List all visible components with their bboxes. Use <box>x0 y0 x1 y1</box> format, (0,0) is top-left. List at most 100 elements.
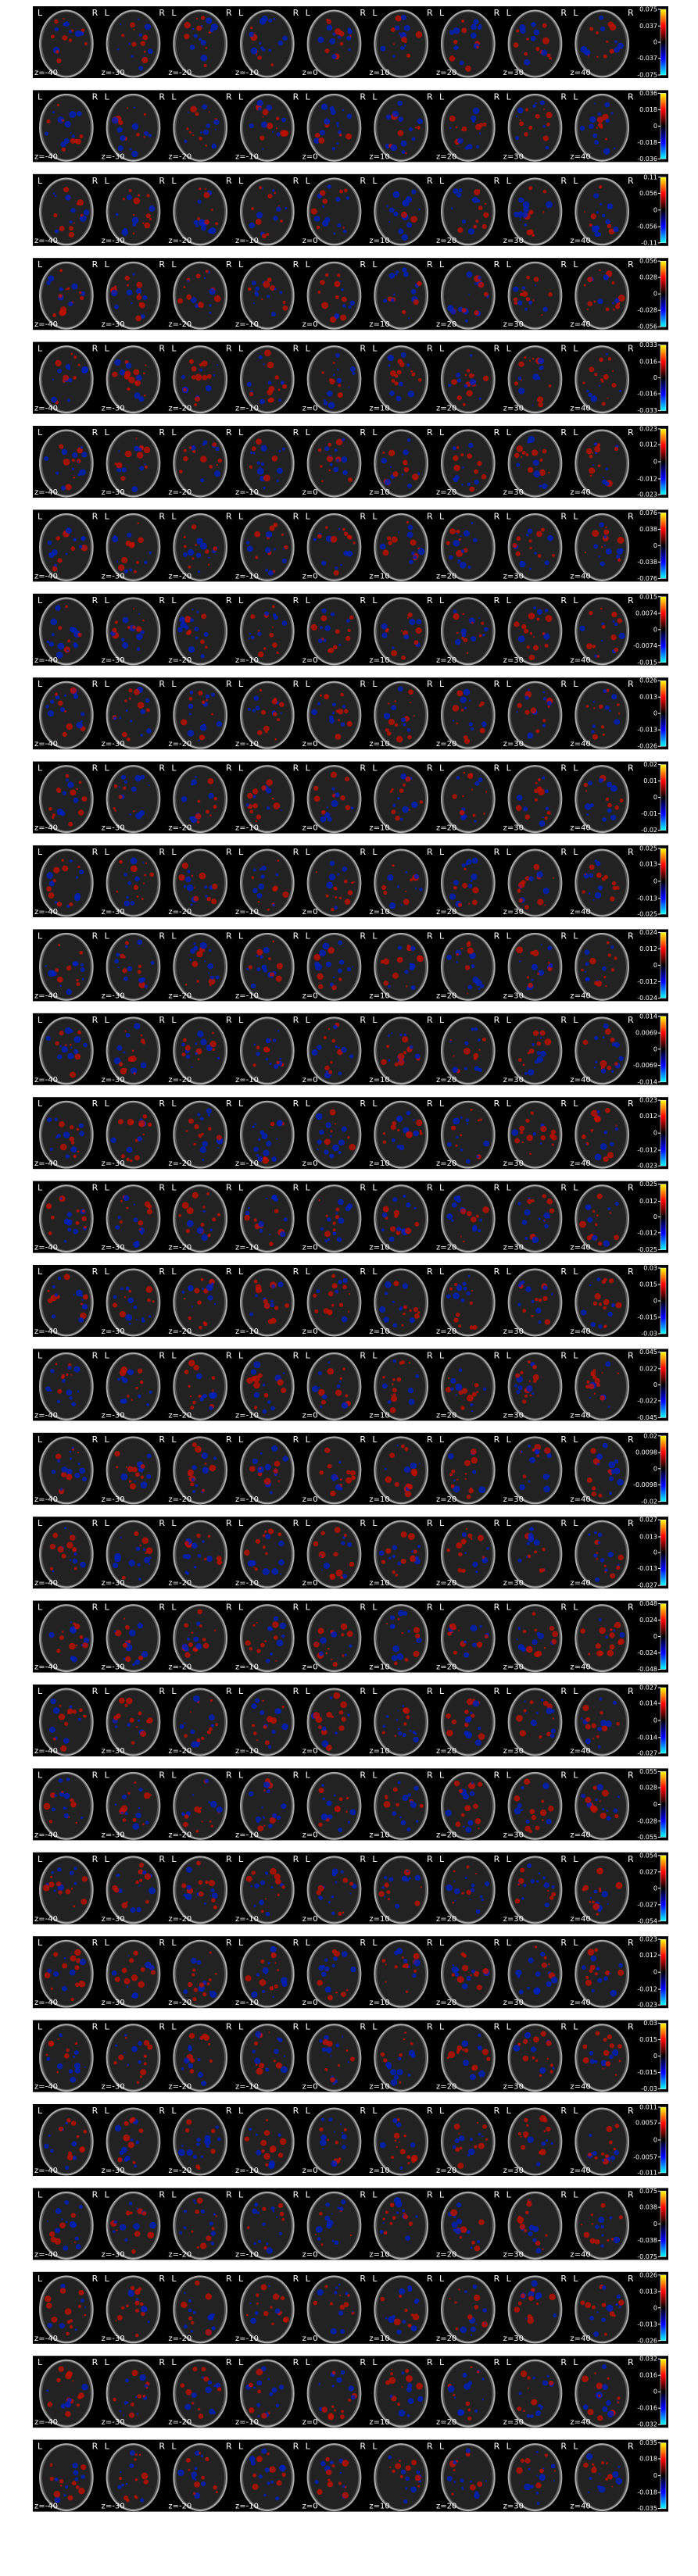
activation-blob <box>333 232 336 235</box>
activation-blob <box>77 1150 80 1152</box>
activation-blob <box>77 865 81 869</box>
activation-blob <box>314 132 320 138</box>
activation-blob <box>457 1568 463 1573</box>
side-label-left: L <box>372 1350 378 1360</box>
activation-blob <box>135 1726 138 1728</box>
colorbar-tick-label: -0.048 <box>637 1666 657 1673</box>
colorbar-tick-label: 0.037 <box>639 23 657 30</box>
activation-blob <box>514 1795 521 1802</box>
activation-blob <box>114 359 121 366</box>
activation-blob <box>263 280 270 288</box>
activation-blob <box>470 727 474 731</box>
brain-slice <box>578 1354 627 1418</box>
activation-blob <box>145 465 148 469</box>
activation-blob <box>518 197 524 203</box>
activation-blob <box>122 641 129 649</box>
activation-blob <box>582 1704 589 1712</box>
activation-blob <box>410 539 417 546</box>
side-label-right: R <box>628 1015 634 1025</box>
side-label-right: R <box>427 427 433 438</box>
activation-blob <box>256 966 261 972</box>
activation-blob <box>207 1295 213 1301</box>
slice-label: z=40 <box>570 656 590 665</box>
activation-blob <box>410 1462 417 1470</box>
activation-blob <box>73 1294 75 1296</box>
activation-blob <box>257 1373 263 1378</box>
activation-blob <box>134 1781 137 1784</box>
activation-blob <box>189 958 192 961</box>
activation-blob <box>266 1141 272 1147</box>
activation-blob <box>190 1482 195 1487</box>
activation-blob <box>329 1135 332 1138</box>
activation-blob <box>144 1556 150 1563</box>
side-label-right: R <box>360 259 366 270</box>
activation-blob <box>208 792 214 799</box>
activation-blob <box>392 293 396 296</box>
activation-blob <box>471 1290 474 1292</box>
activation-blob <box>116 952 120 957</box>
activation-blob <box>277 718 281 722</box>
side-label-right: R <box>159 91 165 102</box>
activation-blob <box>592 1209 596 1213</box>
activation-blob <box>467 947 474 955</box>
side-label-right: R <box>628 763 634 774</box>
side-label-right: R <box>494 1518 500 1528</box>
activation-blob <box>131 1049 134 1052</box>
slice-label: z=-30 <box>102 320 125 329</box>
activation-blob <box>331 984 337 991</box>
side-label-left: L <box>506 427 512 438</box>
activation-blob <box>613 226 619 233</box>
activation-blob <box>80 213 84 217</box>
activation-blob <box>527 1360 531 1364</box>
activation-blob <box>138 1788 143 1792</box>
side-label-right: R <box>628 1350 634 1360</box>
activation-blob <box>526 229 532 236</box>
activation-blob <box>478 1049 481 1052</box>
side-label-left: L <box>506 679 512 689</box>
activation-blob <box>518 898 524 903</box>
activation-blob <box>409 702 411 704</box>
slice-label: z=-40 <box>34 1327 58 1336</box>
side-label-left: L <box>372 1434 378 1445</box>
activation-blob <box>330 1130 333 1133</box>
activation-blob <box>472 107 480 115</box>
activation-blob <box>479 1218 482 1222</box>
activation-blob <box>78 1317 84 1323</box>
colorbar <box>660 1771 667 1838</box>
activation-blob <box>467 228 474 235</box>
activation-blob <box>352 1476 356 1480</box>
activation-blob <box>138 636 140 638</box>
activation-blob <box>271 189 275 192</box>
activation-blob <box>517 1644 524 1651</box>
activation-blob <box>389 1452 396 1459</box>
activation-blob <box>520 1370 524 1375</box>
activation-blob <box>279 1622 287 1630</box>
activation-blob <box>335 795 337 797</box>
activation-blob <box>245 803 249 807</box>
activation-blob <box>405 1878 410 1882</box>
activation-blob <box>473 1803 478 1810</box>
activation-blob <box>192 1489 196 1494</box>
activation-blob <box>253 1392 260 1399</box>
side-label-right: R <box>92 91 98 102</box>
activation-blob <box>197 1031 204 1038</box>
activation-blob <box>601 624 606 629</box>
activation-blob <box>184 1623 189 1628</box>
activation-blob <box>544 1038 552 1046</box>
activation-blob <box>524 132 528 137</box>
side-label-left: L <box>171 259 177 270</box>
activation-blob <box>116 1045 123 1051</box>
activation-blob <box>59 444 64 449</box>
activation-blob <box>616 548 623 555</box>
side-label-left: L <box>105 176 110 186</box>
slice-label: z=-10 <box>235 237 259 245</box>
brain-slice <box>510 683 560 747</box>
side-label-right: R <box>159 1854 165 1864</box>
activation-blob <box>275 1660 277 1662</box>
activation-blob <box>181 1643 188 1650</box>
colorbar <box>660 1099 667 1167</box>
activation-blob <box>471 115 477 121</box>
activation-blob <box>193 942 196 945</box>
activation-blob <box>52 1532 59 1538</box>
activation-blob <box>338 1827 343 1832</box>
